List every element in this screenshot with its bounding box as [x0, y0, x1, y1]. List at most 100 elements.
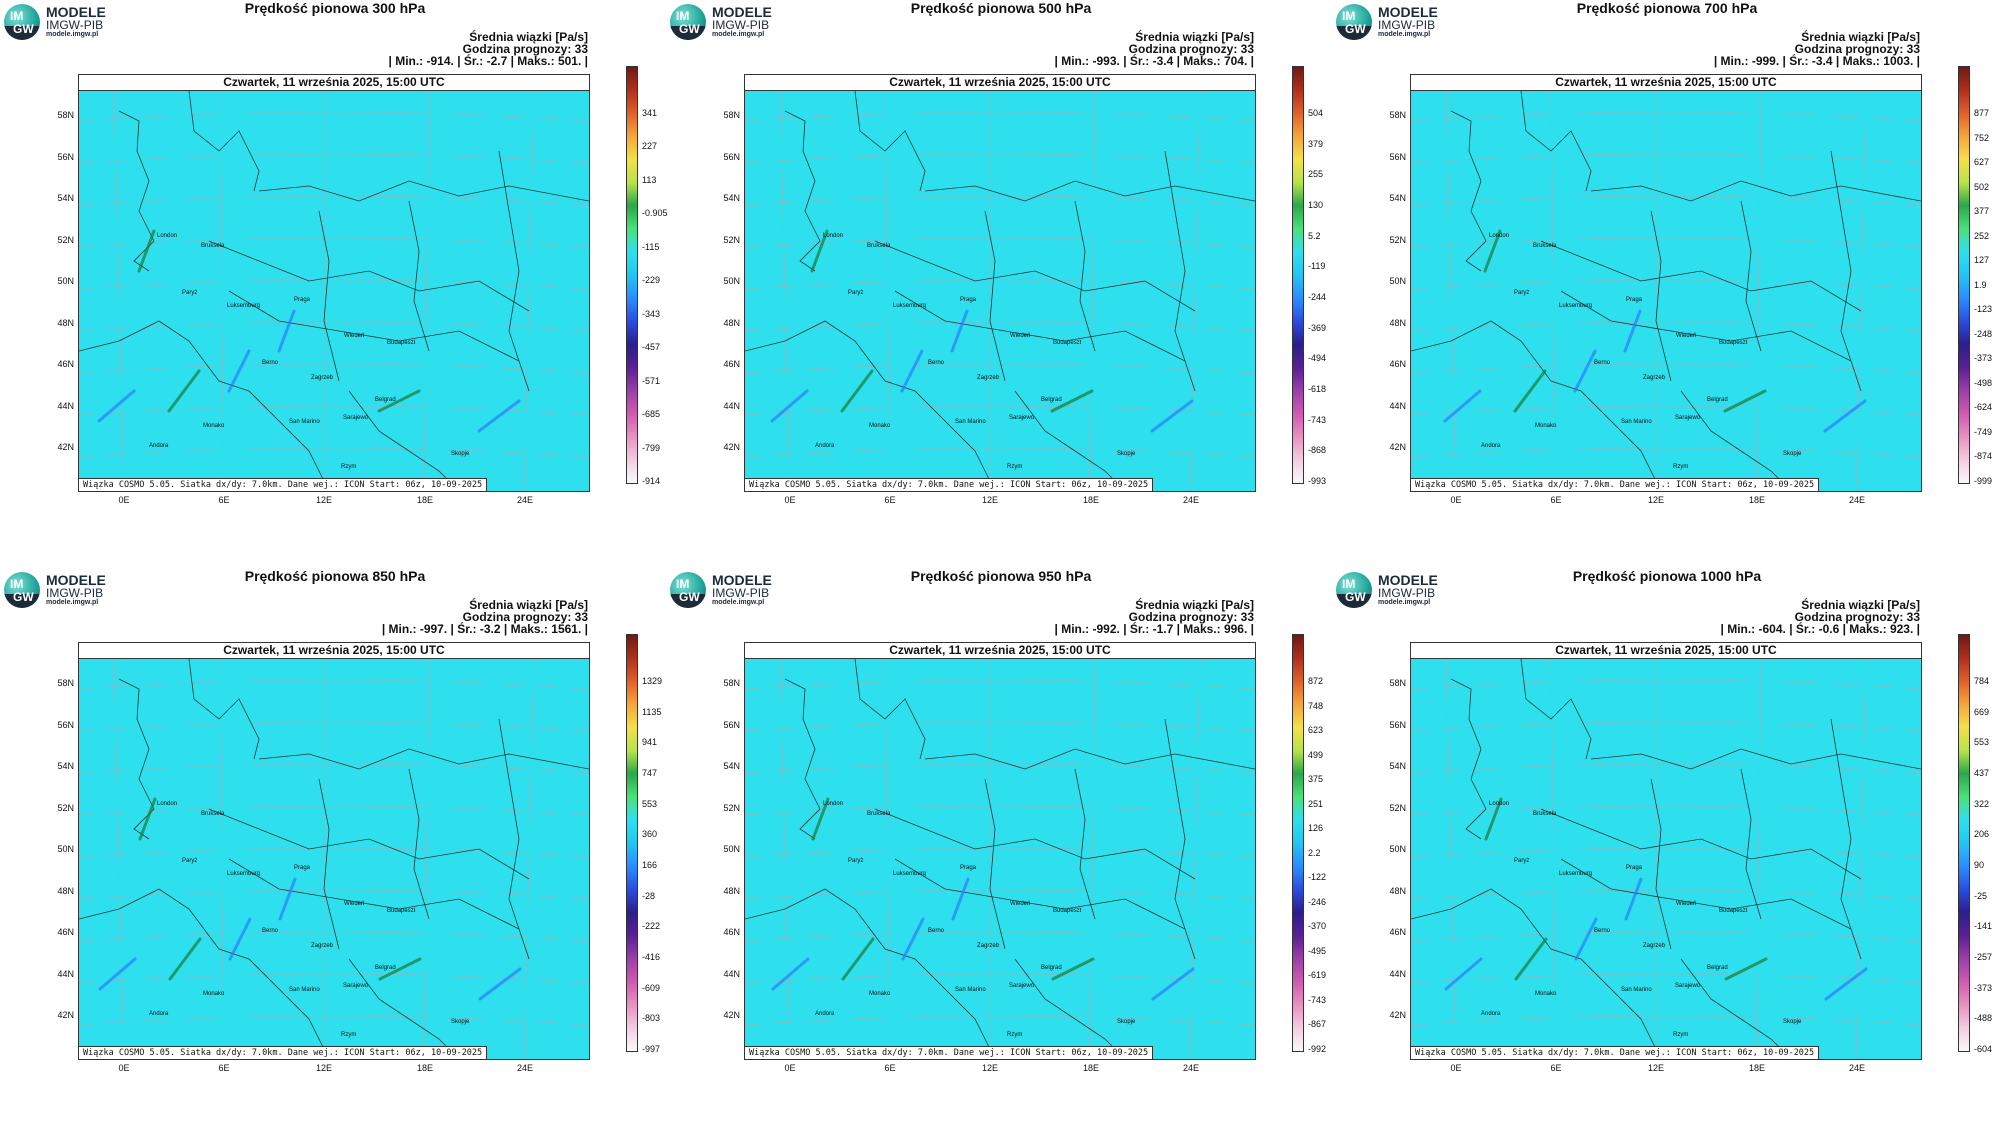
longitude-line: [1855, 91, 1867, 491]
latitude-line: [745, 237, 1255, 248]
latitude-line: [745, 1015, 1255, 1026]
colorbar-tick-label: 437: [1974, 768, 1990, 778]
logo-badge-bottom: GW: [1345, 590, 1366, 604]
colorbar-tick-label: -246: [1308, 896, 1327, 907]
downdraft-streak: [277, 309, 296, 353]
latitude-tick-label: 48N: [57, 885, 74, 896]
downdraft-streak: [950, 309, 969, 353]
city-label: Berno: [1594, 360, 1611, 366]
imgw-logo-badge: IM GW: [4, 4, 40, 40]
imgw-logo: IM GW MODELE IMGW-PIB modele.imgw.pl: [670, 4, 790, 44]
forecast-panel: IM GW MODELE IMGW-PIB modele.imgw.pl Prędkość…: [1332, 568, 1998, 1136]
latitude-line: [79, 153, 589, 164]
stats-line: | Min.: -993. | Śr.: -3.4 | Maks.: 704. …: [1054, 54, 1255, 68]
updraft-streak: [138, 797, 157, 841]
latitude-tick-label: 42N: [723, 442, 740, 452]
city-label: London: [823, 233, 844, 239]
city-label: Monako: [1535, 423, 1557, 429]
city-label: Belgrad: [1707, 397, 1728, 403]
panel-subtitle: Średnia wiązki [Pa/s]: [469, 30, 588, 44]
city-label: Monako: [869, 991, 891, 997]
downdraft-streak: [478, 967, 522, 1001]
border-line: [784, 110, 821, 272]
city-label: Sarajewo: [343, 983, 369, 989]
logo-name: MODELE: [1378, 572, 1438, 588]
logo-wave: [670, 26, 706, 40]
city-label: Andora: [149, 443, 169, 449]
longitude-line: [113, 91, 125, 491]
city-label: Rzym: [341, 1032, 357, 1038]
longitude-line: [1445, 91, 1457, 491]
latitude-line: [745, 889, 1255, 900]
longitude-line: [1089, 659, 1096, 1059]
latitude-tick-label: 54N: [57, 761, 74, 771]
longitude-line: [423, 659, 430, 1059]
border-line: [408, 768, 430, 920]
city-label: Zagrzeb: [1643, 375, 1666, 381]
city-label: London: [157, 233, 178, 239]
colorbar-tick-label: 227: [642, 141, 658, 152]
stats-line: | Min.: -604. | Śr.: -0.6 | Maks.: 923. …: [1720, 622, 1921, 636]
colorbar-tick-label: 784: [1974, 676, 1990, 686]
city-label: Praga: [294, 297, 311, 303]
panel-title: Prędkość pionowa 950 hPa: [910, 568, 1092, 584]
latitude-line: [1411, 237, 1921, 248]
border-line: [1450, 678, 1487, 840]
map-date: Czwartek, 11 września 2025, 15:00 UTC: [745, 643, 1255, 659]
city-label: Praga: [960, 865, 977, 871]
forecast-panel: IM GW MODELE IMGW-PIB modele.imgw.pl Prędkość…: [0, 0, 668, 568]
border-line: [1590, 180, 1921, 202]
longitude-line: [1445, 659, 1457, 1059]
city-label: Wiedeń: [1010, 901, 1031, 907]
longitude-tick-label: 6E: [1550, 495, 1562, 505]
city-label: Paryż: [848, 290, 864, 296]
colorbar-tick-label: 1.9: [1974, 279, 1987, 290]
longitude-tick-label: 12E: [315, 495, 332, 505]
border-line: [894, 858, 1186, 930]
border-line: [258, 180, 589, 202]
logo-url: modele.imgw.pl: [46, 599, 99, 606]
latitude-tick-label: 44N: [57, 400, 74, 411]
logo-url: modele.imgw.pl: [1378, 599, 1431, 606]
longitude-line: [1755, 91, 1762, 491]
latitude-line: [1411, 763, 1921, 774]
forecast-panel: IM GW MODELE IMGW-PIB modele.imgw.pl Prędkość…: [1332, 0, 1998, 568]
city-label: Luksemburg: [1559, 303, 1593, 309]
forecast-hour: Godzina prognozy: 33: [462, 610, 588, 624]
updraft-streak: [1483, 229, 1502, 273]
panel-title: Prędkość pionowa 300 hPa: [244, 0, 426, 16]
imgw-logo: IM GW MODELE IMGW-PIB modele.imgw.pl: [4, 572, 124, 612]
downdraft-streak: [228, 917, 252, 961]
latitude-tick-label: 46N: [723, 359, 740, 369]
city-label: Belgrad: [1041, 397, 1062, 403]
latitude-line: [1411, 111, 1921, 122]
border-line: [1450, 110, 1487, 272]
longitude-tick-label: 0E: [118, 495, 130, 505]
latitude-tick-label: 44N: [1389, 400, 1406, 411]
colorbar: [1958, 634, 1970, 1052]
latitude-tick-label: 58N: [57, 678, 74, 688]
border-line: [924, 180, 1255, 202]
city-label: Budapeszt: [1719, 340, 1748, 346]
longitude-line: [1855, 659, 1867, 1059]
colorbar-tick-label: -999: [1974, 476, 1993, 486]
city-label: Skopje: [1117, 451, 1136, 457]
latitude-line: [1411, 721, 1921, 732]
logo-badge-top: IM: [10, 9, 24, 23]
city-label: Luksemburg: [1559, 871, 1593, 877]
stats-line: | Min.: -914. | Śr.: -2.7 | Maks.: 501. …: [388, 54, 589, 68]
map-footer: Wiązka COSMO 5.05. Siatka dx/dy: 7.0km. …: [745, 478, 1154, 491]
city-label: San Marino: [955, 419, 986, 425]
city-label: Berno: [262, 360, 279, 366]
border-line: [188, 659, 260, 760]
colorbar-tick-label: 553: [642, 798, 658, 809]
colorbar-tick-label: -123: [1974, 304, 1993, 315]
city-label: Zagrzeb: [311, 943, 334, 949]
colorbar-tick-label: -343: [642, 308, 661, 319]
colorbar-tick-label: -799: [642, 442, 661, 453]
latitude-line: [1411, 889, 1921, 900]
colorbar-tick-label: -997: [642, 1044, 661, 1054]
latitude-tick-label: 42N: [1389, 442, 1406, 452]
colorbar-tick-label: -992: [1308, 1044, 1327, 1054]
border-line: [118, 678, 155, 840]
